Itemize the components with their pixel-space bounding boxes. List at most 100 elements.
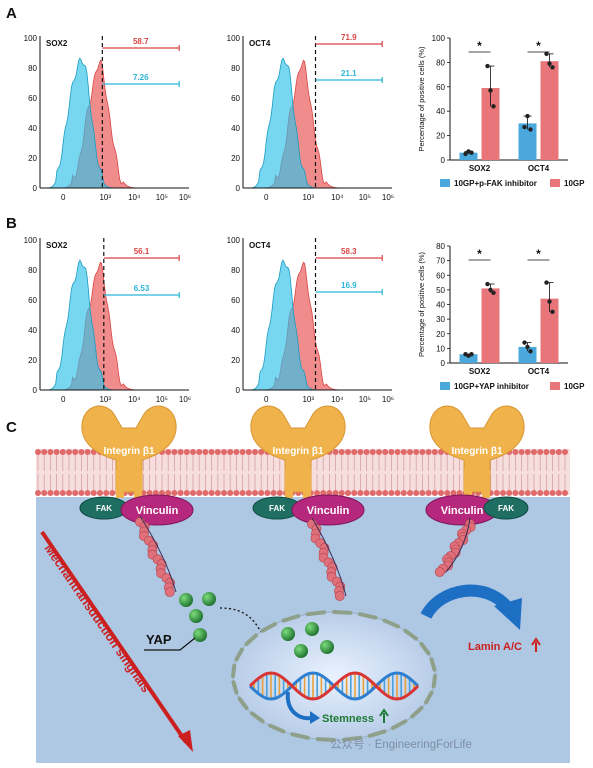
lipid-head [562,449,568,455]
lipid-head [512,490,519,496]
lipid-head [363,490,370,496]
lipid-head [425,449,432,455]
data-point [544,280,549,285]
yap-label: YAP [146,632,172,647]
nuclear-envelope-segment [424,690,434,705]
lipid-head [338,449,345,455]
integrin-leg-2a [285,470,293,498]
lipid-head [537,449,544,455]
nuclear-envelope-segment [231,663,237,678]
flow-x-tick: 10⁵ [156,193,168,202]
significance-star: * [536,247,541,261]
flow-marker-tag: OCT4 [249,39,271,48]
flow-y-tick: 80 [231,266,240,275]
nuclear-envelope-segment [429,657,437,672]
bar [518,123,537,160]
fak-label-1: FAK [96,504,112,513]
flow-marker-tag: SOX2 [46,39,68,48]
nuclear-envelope-segment [403,628,419,641]
lipid-head [543,449,550,455]
legend-swatch [440,382,450,390]
fak-label-3: FAK [498,504,514,513]
vinculin-label-1: Vinculin [136,505,179,517]
integrin-complex-1: Integrin β1 FAK Vinculin [79,405,194,597]
flow-x-tick: 10³ [99,395,111,404]
integrin-complex-3: Integrin β1 Vinculin FAK [425,405,529,577]
lipid-head [382,490,389,496]
lipid-head [97,490,103,496]
bar-y-tick: 0 [441,156,446,165]
actin-subunit [164,587,175,597]
nuclear-envelope-segment [290,732,310,740]
yap-protein-2 [202,592,216,606]
flow-y-tick: 20 [231,356,240,365]
lipid-head [524,449,531,455]
lipid-head [171,490,178,496]
lipid-head [425,490,432,496]
lipid-head [369,449,376,455]
flow-histogram-a-oct4: 0 20 40 60 80 100 0 10³ 10⁴ 10⁵ 10⁶ 71.9 21.1 OCT4 [227,33,394,202]
nuclear-envelope-segment [268,723,286,734]
flow-y-tick: 80 [231,64,240,73]
nuclear-envelope-segment [315,737,336,742]
lipid-head [388,490,395,496]
yap-protein-1 [179,593,193,607]
lamin-up-arrow-icon [531,637,541,652]
data-point [547,299,552,304]
nuclear-envelope-segment [410,706,424,719]
lipid-head [252,490,258,496]
bar-y-label: Percentage of positive cells (%) [417,46,426,152]
nuclear-envelope-segment [382,618,400,629]
lipid-head [227,449,234,455]
lipid-head [394,490,401,496]
lipid-head [146,490,153,496]
lipid-head [512,449,519,455]
lipid-head [183,449,190,455]
flow-x-tick: 10⁴ [331,193,344,202]
lipid-head [258,449,265,455]
lipid-head [338,490,345,496]
integrin-receptor-2 [250,405,346,493]
nuclear-envelope-segment [237,696,249,710]
data-point [469,150,474,155]
flow-x-tick: 10⁵ [359,395,371,404]
data-point [491,104,496,109]
panel-letter-a: A [6,5,17,22]
lipid-head [196,449,203,455]
lipid-head [419,490,426,496]
nuclear-envelope-segment [260,622,278,633]
lipid-head [53,449,60,455]
lipid-head [438,490,444,496]
lipid-head [500,490,506,496]
flow-marker-tag: OCT4 [249,241,271,250]
flow-x-tick: 0 [61,395,66,404]
lipid-head [555,449,562,455]
lipid-head [524,490,531,496]
flow-y-tick: 100 [24,236,38,245]
bar [481,288,500,363]
bar [540,61,559,160]
integrin-leg-3b [482,470,490,498]
actin-strand [311,517,347,597]
flow-y-tick: 20 [231,154,240,163]
flow-gate-positive-percent: 56.1 [134,247,150,256]
vinculin-label-3: Vinculin [441,505,484,517]
bar-y-tick: 20 [436,132,445,141]
lipid-head [103,490,110,496]
lipid-head [35,490,41,496]
lipid-head [431,490,438,496]
stemness-label: Stemness [322,713,374,725]
legend-label: 10GP [564,179,585,188]
lipid-head [357,490,364,496]
legend-label: 10GP+p-FAK inhibitor [454,179,537,188]
lipid-head [357,449,364,455]
flow-y-tick: 100 [227,34,241,43]
lipid-head [171,449,178,455]
lipid-head [376,490,382,496]
nuclear-envelope-segment [431,674,437,689]
nuclear-yap-1 [281,627,295,641]
integrin-label-1: Integrin β1 [103,446,155,457]
actin-strand [445,517,471,573]
lipid-head [177,490,184,496]
